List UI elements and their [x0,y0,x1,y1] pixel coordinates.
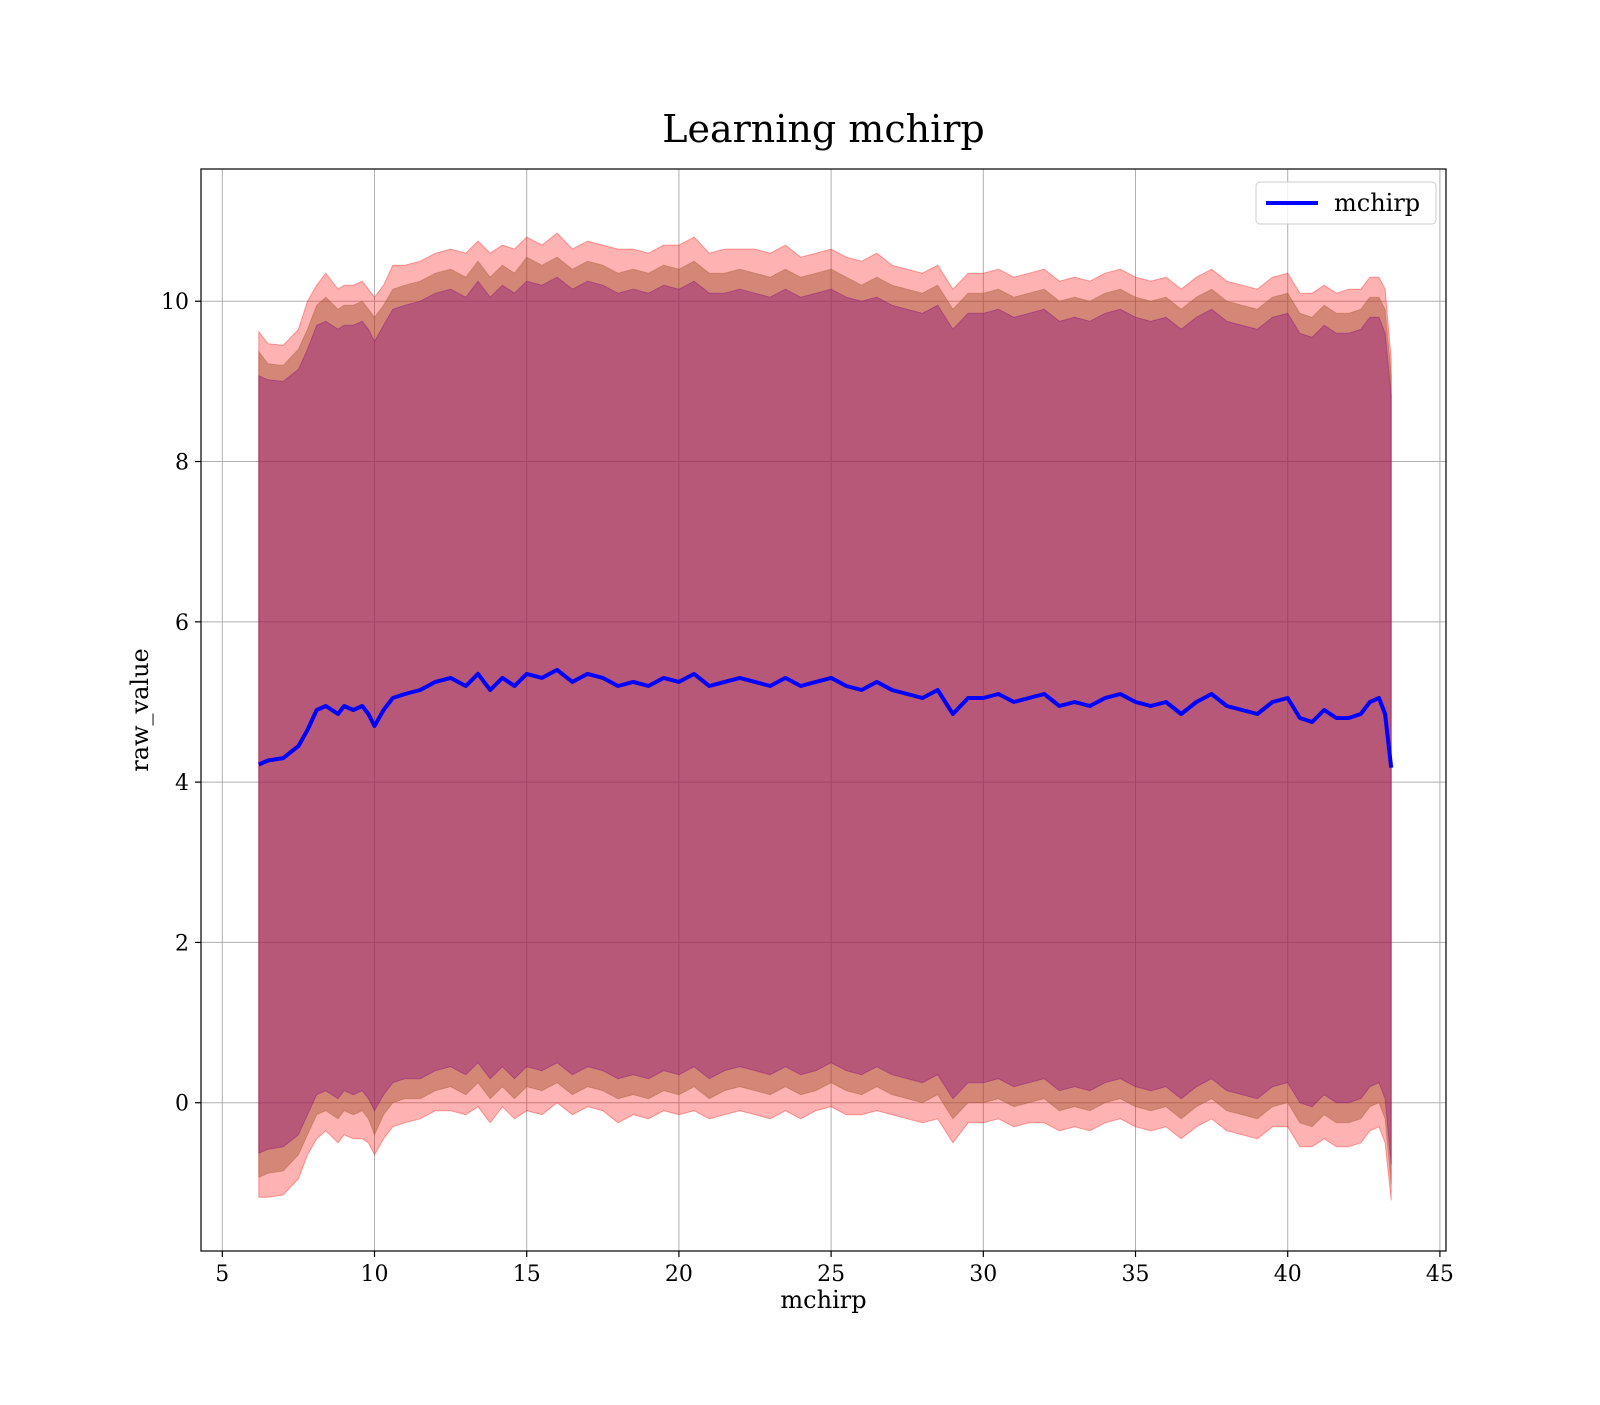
band-outer [258,232,1392,1201]
x-tick-label: 10 [361,1262,389,1287]
y-tick-label: 0 [175,1092,189,1117]
chart-title: Learning mchirp [662,107,984,151]
y-tick-label: 6 [175,611,189,636]
y-tick-label: 4 [175,771,189,796]
legend-box [1255,181,1437,225]
x-tick-label: 35 [1122,1262,1150,1287]
x-tick-label: 45 [1426,1262,1454,1287]
grid [201,169,1446,1251]
band-inner [258,276,1392,1165]
x-tick-label: 30 [969,1262,997,1287]
x-tick-label: 25 [817,1262,845,1287]
series-lines [258,667,1394,768]
y-tick-label: 2 [175,931,189,956]
confidence-bands [258,232,1392,1201]
x-tick-label: 40 [1274,1262,1302,1287]
x-tick-label: 15 [513,1262,541,1287]
y-tick-label: 10 [161,290,189,315]
x-tick-label: 5 [215,1262,229,1287]
x-tick-label: 20 [665,1262,693,1287]
series-line-mchirp [258,667,1394,768]
x-axis-label: mchirp [780,1286,866,1314]
axis-ticks: 5 10 15 20 25 30 35 40 45 0 2 4 6 8 10 [161,290,1454,1287]
plot-frame [200,168,1447,1252]
band-middle [258,256,1392,1185]
y-axis-label: raw_value [126,648,154,772]
legend-entry-mchirp: mchirp [1334,189,1420,217]
y-tick-label: 8 [175,451,189,476]
legend: mchirp [1255,181,1437,225]
